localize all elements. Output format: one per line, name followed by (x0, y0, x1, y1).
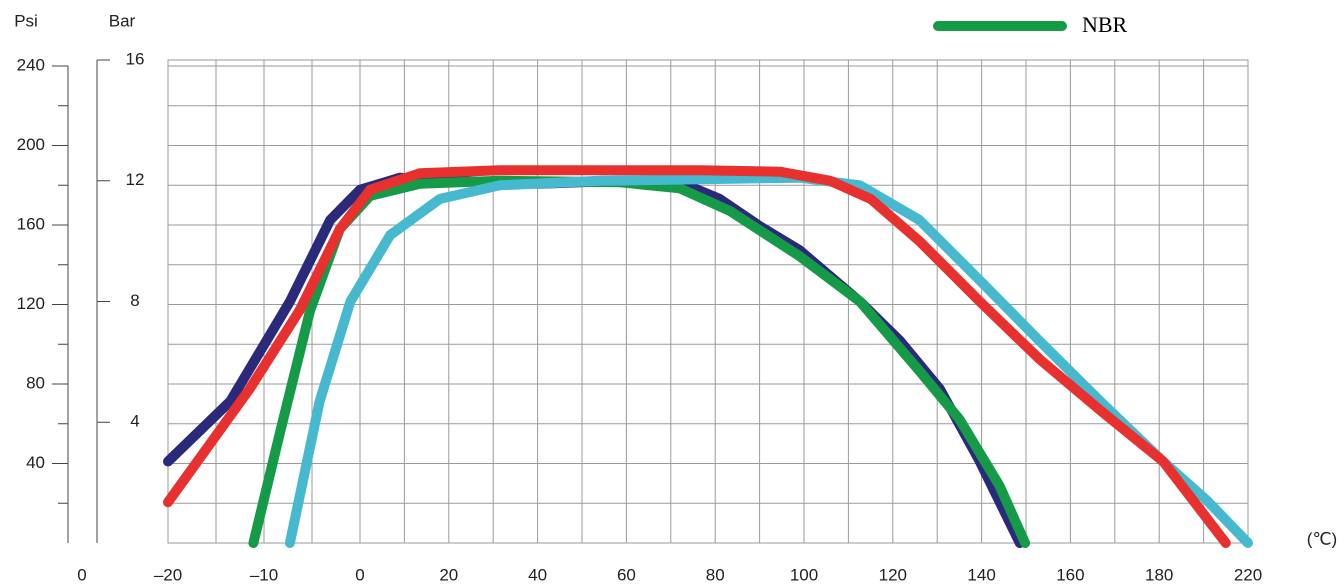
y2-tick-label: 0 (77, 565, 86, 584)
x-tick-label: 0 (355, 565, 364, 584)
x-tick-label: 180 (1145, 565, 1173, 584)
x-tick-label: –20 (154, 565, 182, 584)
x-tick-label: 120 (879, 565, 907, 584)
y2-tick-label: 80 (26, 373, 45, 392)
x-tick-label: –10 (250, 565, 278, 584)
x-tick-label: 160 (1056, 565, 1084, 584)
y-tick-label: 12 (126, 170, 145, 189)
y-tick-label: 16 (126, 49, 145, 68)
x-axis-label: (℃) (1307, 529, 1337, 548)
y2-tick-label: 120 (17, 294, 45, 313)
legend-label: NBR (1082, 12, 1128, 37)
x-tick-label: 220 (1234, 565, 1262, 584)
x-tick-label: 20 (439, 565, 458, 584)
x-tick-label: 100 (790, 565, 818, 584)
plot-frame (167, 59, 1249, 544)
psi-axis-label: Psi (14, 11, 38, 30)
x-tick-label: 80 (706, 565, 725, 584)
y2-tick-label: 40 (26, 453, 45, 472)
y-tick-label: 8 (130, 291, 139, 310)
bar-axis-label: Bar (109, 11, 136, 30)
y2-tick-label: 240 (17, 55, 45, 74)
x-tick-label: 40 (528, 565, 547, 584)
y-tick-label: 4 (130, 412, 139, 431)
x-tick-label: 140 (967, 565, 995, 584)
y2-tick-label: 200 (17, 135, 45, 154)
x-tick-label: 60 (617, 565, 636, 584)
series-line (163, 165, 1231, 548)
y2-tick-label: 160 (17, 214, 45, 233)
